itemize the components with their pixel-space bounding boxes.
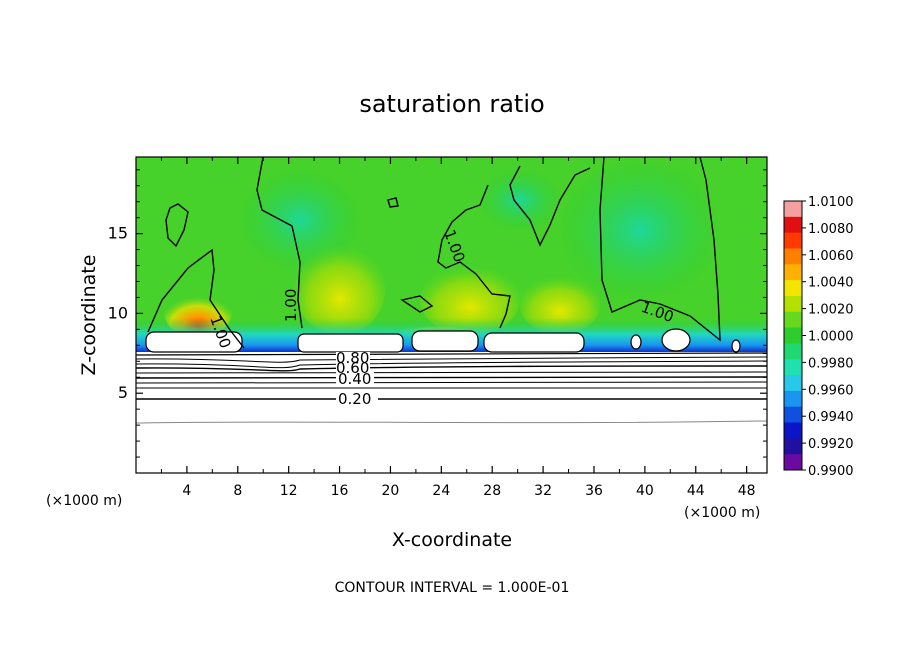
colorbar-swatch: [784, 280, 802, 297]
contour-label: 1.00: [282, 289, 300, 322]
colorbar-label: 1.0020: [808, 303, 854, 318]
contour-label: 0.60: [336, 359, 369, 377]
y-tick-label: 10: [108, 303, 128, 322]
colorbar-label: 1.0080: [808, 222, 854, 237]
contour-label-group: 1.00 1.00 1.00 1.00 0.80 0.60 0.40 0.20: [206, 227, 676, 408]
y-tick-label: 15: [108, 224, 128, 243]
colorbar-swatch: [784, 327, 802, 344]
chart-title: saturation ratio: [359, 90, 544, 118]
x-unit-label: (×1000 m): [46, 493, 122, 509]
colorbar-swatch: [784, 248, 802, 265]
colorbar-label: 0.9920: [808, 437, 854, 452]
y-tick-label: 5: [118, 383, 128, 402]
colorbar-label: 0.9940: [808, 410, 854, 425]
contour-interval-note: CONTOUR INTERVAL = 1.000E-01: [335, 580, 570, 596]
x-tick-label: 12: [280, 483, 298, 499]
supersaturated-region: [295, 245, 385, 335]
colorbar: 1.0100 1.0080 1.0060 1.0040 1.0020 1.0000 0.99…: [783, 195, 854, 479]
contour-1.00: [147, 157, 721, 349]
supersaturated-region: [420, 265, 520, 335]
colorbar-swatch: [784, 422, 802, 439]
plot-area: [136, 157, 767, 473]
inversion-layer: [136, 352, 767, 473]
colorbar-swatch: [784, 454, 802, 471]
contour-label: 0.80: [336, 349, 369, 367]
colorbar-label: 1.0100: [808, 195, 854, 210]
contour-lines-lower: [136, 352, 767, 424]
y-axis-label: Z-coordinate: [78, 255, 100, 376]
x-tick-label: 24: [432, 483, 450, 499]
moist-region: [560, 160, 720, 300]
x-axis: 4 8 12 16 20 24 28 32 36 40 44 48: [160, 157, 756, 499]
colorbar-label: 0.9980: [808, 356, 854, 371]
x-tick-label: 48: [738, 483, 756, 499]
colorbar-swatch: [784, 201, 802, 218]
x-tick-label: 28: [483, 483, 501, 499]
contour-label: 0.40: [338, 370, 371, 388]
colorbar-swatch: [784, 343, 802, 360]
x-tick-label: 8: [233, 483, 242, 499]
colorbar-label: 1.0000: [808, 330, 854, 345]
colorbar-swatch: [784, 438, 802, 455]
x-tick-label: 44: [687, 483, 705, 499]
x-axis-label: X-coordinate: [392, 529, 512, 551]
x-tick-label: 36: [585, 483, 603, 499]
colorbar-swatch: [784, 390, 802, 408]
moist-region: [240, 170, 360, 270]
colorbar-swatch: [784, 216, 802, 234]
x-tick-label: 4: [182, 483, 191, 499]
moist-region: [480, 170, 560, 230]
y-axis: 5 10 15: [108, 169, 767, 458]
colorbar-swatch: [784, 406, 802, 424]
colorbar-swatch: [784, 375, 802, 392]
colorbar-swatch: [784, 311, 802, 329]
colorbar-swatch: [784, 264, 802, 281]
x-tick-label: 40: [636, 483, 654, 499]
x-tick-label: 20: [382, 483, 400, 499]
contour-label: 0.20: [338, 390, 371, 408]
colorbar-label: 0.9960: [808, 383, 854, 398]
x-tick-label: 32: [534, 483, 552, 499]
colorbar-swatch: [784, 232, 802, 249]
colorbar-swatch: [784, 295, 802, 313]
colorbar-label: 0.9900: [808, 464, 854, 479]
cloud-gaps: [145, 328, 741, 353]
plot-frame: [135, 156, 768, 474]
colorbar-label: 1.0060: [808, 249, 854, 264]
x-tick-label: 16: [331, 483, 349, 499]
colorbar-swatch: [784, 359, 802, 376]
colorbar-label: 1.0040: [808, 276, 854, 291]
x-unit-label-right: (×1000 m): [684, 505, 760, 521]
